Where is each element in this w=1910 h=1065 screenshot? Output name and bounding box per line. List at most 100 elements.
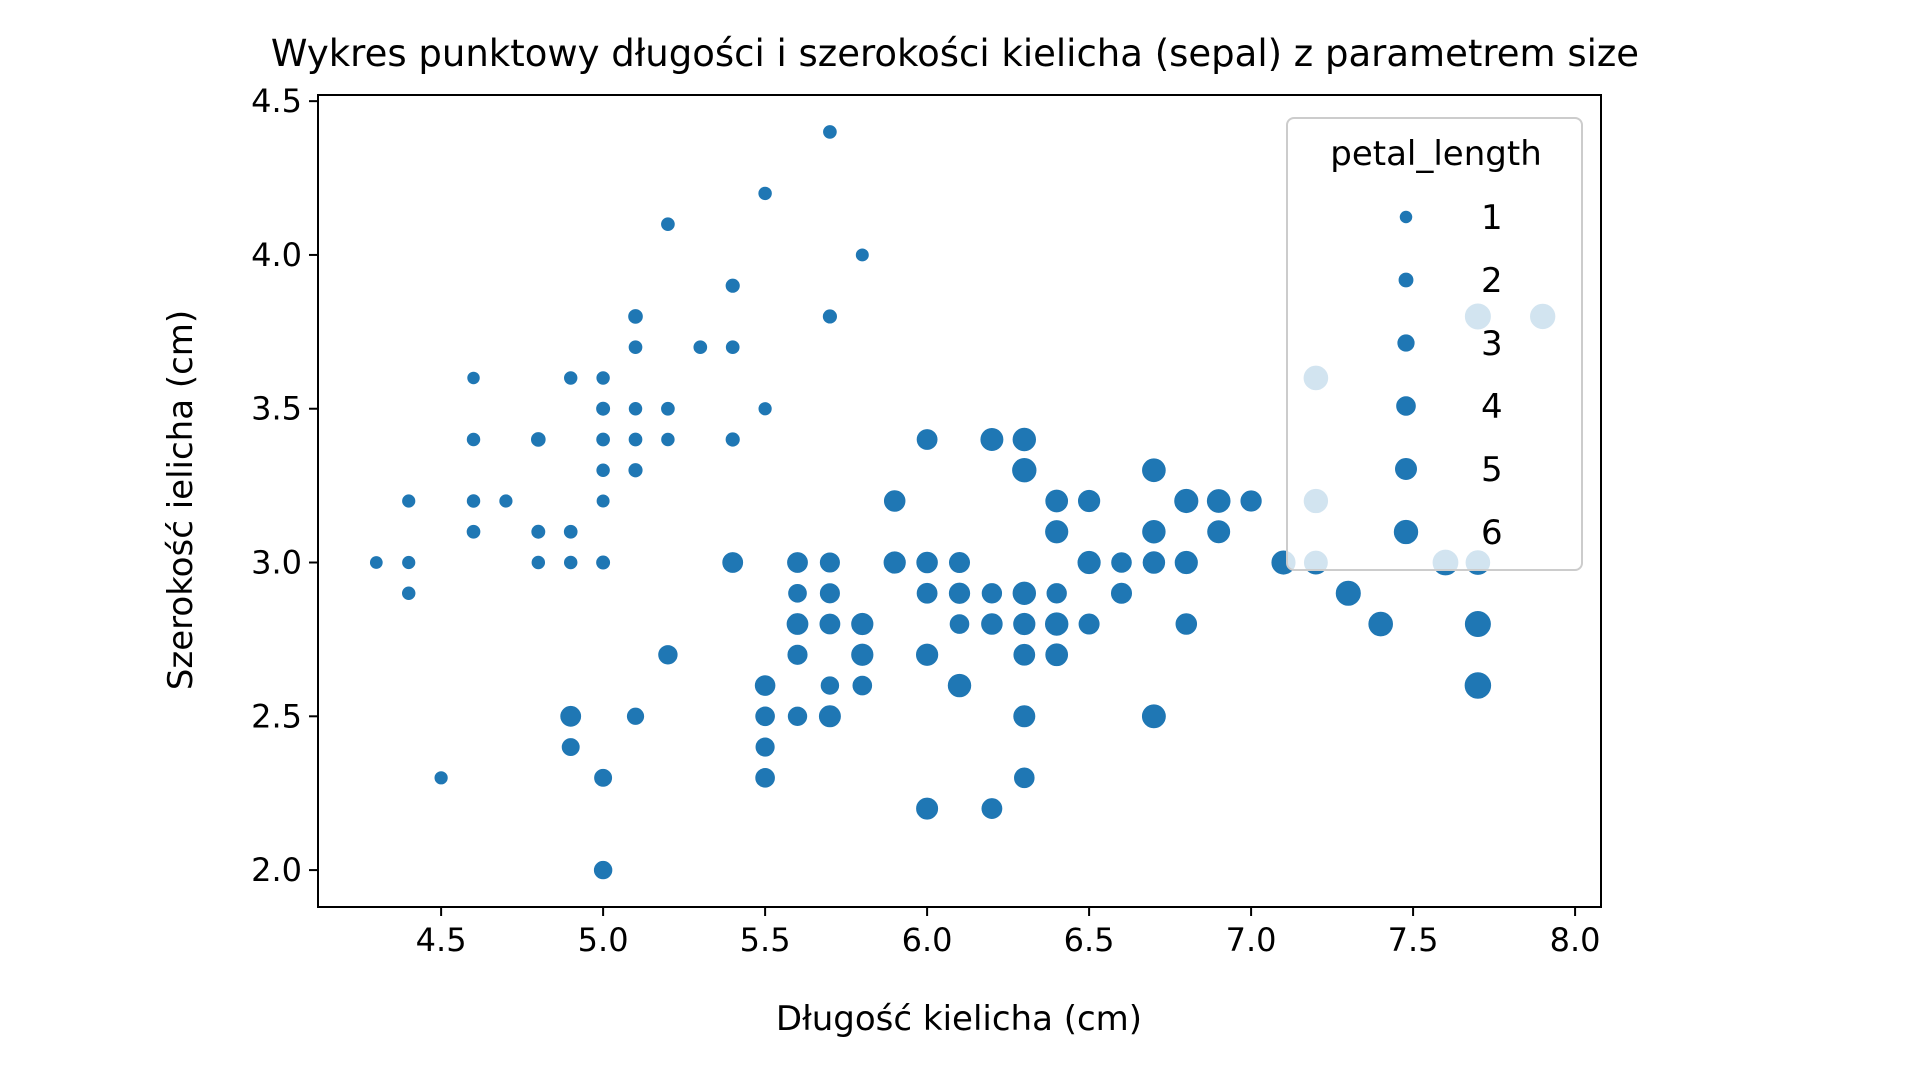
data-point-50 xyxy=(785,643,810,667)
data-point-24 xyxy=(592,767,614,789)
legend-label-4: 5 xyxy=(1481,450,1503,490)
data-point-71 xyxy=(947,581,972,606)
data-point-61 xyxy=(849,642,875,668)
data-point-14 xyxy=(562,523,580,541)
data-point-102 xyxy=(1205,487,1233,515)
legend-label-0: 1 xyxy=(1481,198,1503,238)
data-point-56 xyxy=(818,612,842,636)
data-point-103 xyxy=(1205,518,1232,545)
legend-marker-1 xyxy=(1397,271,1415,289)
y-tick-label-1: 2.5 xyxy=(251,697,302,735)
data-point-85 xyxy=(1043,488,1070,514)
x-tick-label-4: 6.5 xyxy=(1064,921,1115,959)
data-point-109 xyxy=(1334,579,1363,608)
data-point-58 xyxy=(817,703,843,729)
data-point-98 xyxy=(1140,702,1168,730)
data-point-96 xyxy=(1140,518,1168,545)
data-point-39 xyxy=(724,430,742,449)
data-point-55 xyxy=(818,581,842,605)
data-point-41 xyxy=(756,185,774,202)
x-tick-label-0: 4.5 xyxy=(416,921,467,959)
data-point-101 xyxy=(1174,611,1199,637)
data-point-29 xyxy=(627,431,644,448)
data-point-18 xyxy=(594,369,612,387)
data-point-59 xyxy=(854,246,871,263)
data-point-33 xyxy=(659,400,677,418)
data-point-95 xyxy=(1140,456,1168,484)
data-point-45 xyxy=(754,735,777,759)
data-point-38 xyxy=(724,338,742,356)
data-point-72 xyxy=(948,612,971,636)
data-point-76 xyxy=(979,611,1005,637)
data-point-91 xyxy=(1076,549,1103,576)
data-point-104 xyxy=(1238,488,1264,514)
x-tick-label-3: 6.0 xyxy=(902,921,953,959)
data-point-19 xyxy=(594,400,612,418)
legend-marker-3 xyxy=(1394,394,1418,418)
y-axis-label: Szerokość ielicha (cm) xyxy=(161,310,201,690)
data-point-69 xyxy=(914,796,940,822)
data-point-79 xyxy=(1010,456,1038,484)
data-point-94 xyxy=(1109,581,1134,606)
data-point-28 xyxy=(627,400,644,417)
data-point-11 xyxy=(529,523,547,541)
data-point-16 xyxy=(558,704,583,729)
data-point-20 xyxy=(594,431,612,448)
data-point-22 xyxy=(595,493,612,509)
data-point-10 xyxy=(529,430,548,449)
x-axis-label: Długość kielicha (cm) xyxy=(776,999,1142,1039)
data-point-78 xyxy=(1011,426,1038,453)
data-point-51 xyxy=(786,705,809,728)
y-axis: 2.0 2.5 3.0 3.5 4.0 4.5 xyxy=(251,82,318,889)
legend-entries: 1 2 3 4 5 6 xyxy=(1392,198,1503,553)
y-tick-label-2: 3.0 xyxy=(251,544,302,582)
data-point-97 xyxy=(1141,549,1167,576)
data-point-47 xyxy=(785,550,810,575)
data-point-13 xyxy=(562,369,579,387)
y-tick-label-3: 3.5 xyxy=(251,390,302,428)
data-point-5 xyxy=(465,370,482,386)
legend-marker-4 xyxy=(1393,456,1419,482)
legend-title: petal_length xyxy=(1330,134,1542,174)
data-point-83 xyxy=(1011,703,1037,729)
data-point-43 xyxy=(753,673,777,698)
data-point-80 xyxy=(1011,580,1038,607)
data-point-81 xyxy=(1011,611,1037,637)
data-point-21 xyxy=(594,462,612,479)
data-point-86 xyxy=(1043,518,1070,545)
data-point-3 xyxy=(400,492,417,510)
legend-marker-2 xyxy=(1395,332,1417,354)
data-point-49 xyxy=(785,611,810,637)
legend-marker-5 xyxy=(1392,518,1420,546)
plot-frame xyxy=(317,94,1602,908)
x-tick-label-6: 7.5 xyxy=(1388,921,1439,959)
y-tick-label-5: 4.5 xyxy=(251,82,302,120)
data-point-26 xyxy=(626,307,645,326)
data-point-6 xyxy=(465,431,482,448)
data-point-17 xyxy=(560,736,582,758)
data-point-93 xyxy=(1109,550,1134,575)
legend-marker-0 xyxy=(1398,209,1414,225)
data-point-89 xyxy=(1043,641,1070,668)
data-point-115 xyxy=(1463,670,1493,701)
data-point-32 xyxy=(659,215,677,233)
data-point-53 xyxy=(821,307,839,326)
data-point-110 xyxy=(1366,610,1395,638)
data-point-15 xyxy=(562,554,579,571)
data-point-62 xyxy=(850,674,874,697)
data-point-114 xyxy=(1463,609,1493,639)
legend-label-2: 3 xyxy=(1481,324,1503,364)
x-tick-label-1: 5.0 xyxy=(578,921,629,959)
data-point-9 xyxy=(497,492,515,510)
data-point-63 xyxy=(882,488,907,514)
legend-label-1: 2 xyxy=(1481,261,1503,301)
data-point-8 xyxy=(465,523,482,541)
data-point-54 xyxy=(818,550,842,575)
y-tick-label-0: 2.0 xyxy=(251,851,302,889)
data-point-90 xyxy=(1076,488,1102,514)
x-tick-label-2: 5.5 xyxy=(740,921,791,959)
data-point-100 xyxy=(1173,549,1200,576)
legend-label-3: 4 xyxy=(1481,387,1503,427)
legend-label-5: 6 xyxy=(1481,513,1503,553)
